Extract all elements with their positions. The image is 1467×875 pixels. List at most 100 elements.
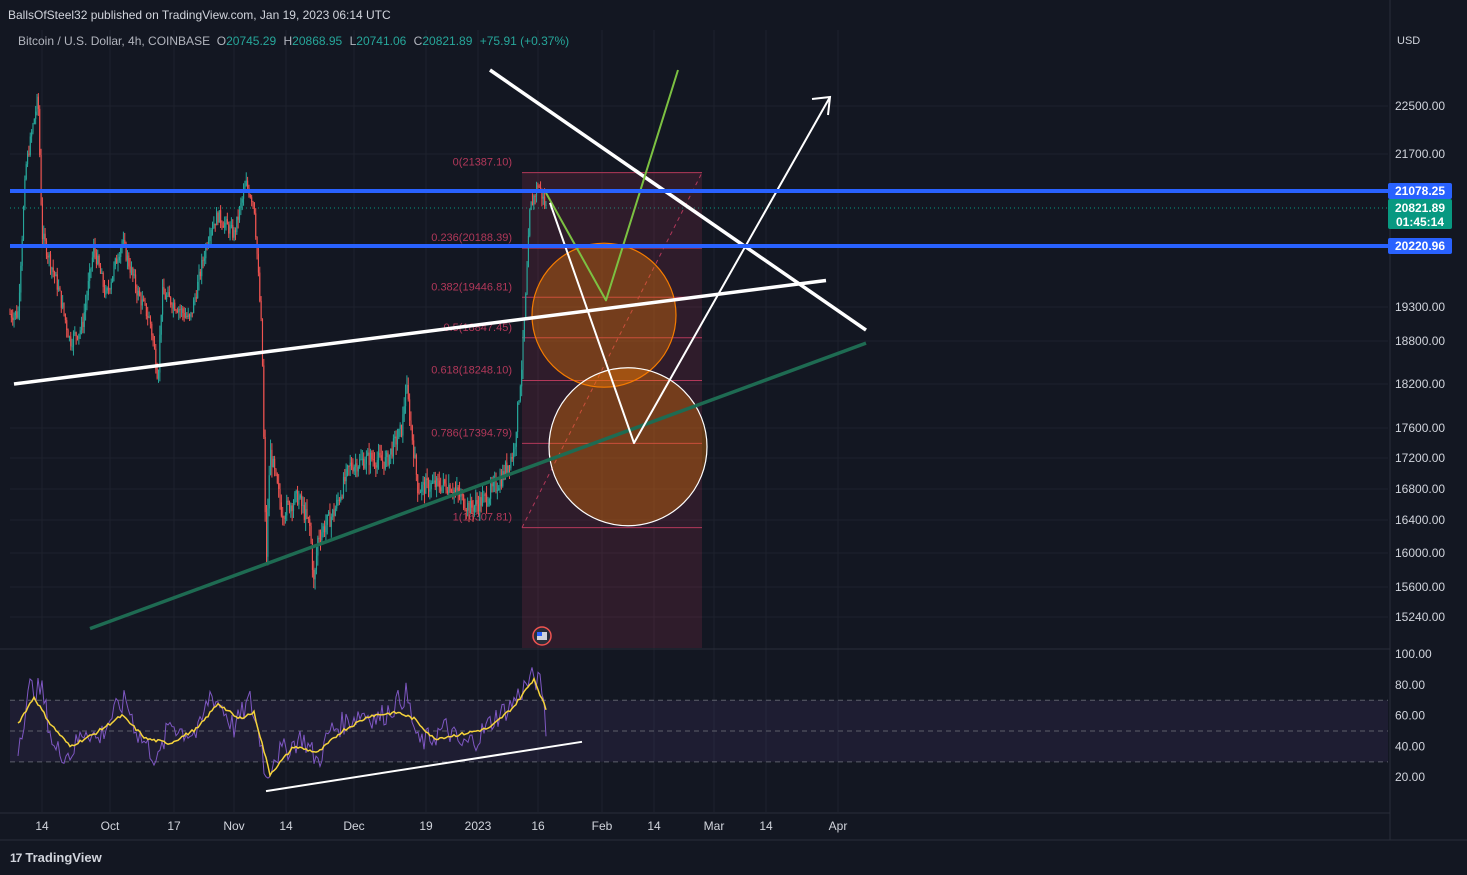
candle — [469, 500, 471, 514]
trendline-rising-support-white[interactable] — [13, 278, 827, 386]
candle — [293, 503, 295, 511]
trendline-projection-white[interactable] — [549, 96, 831, 444]
trendlines[interactable] — [13, 68, 867, 646]
candle — [16, 311, 18, 318]
candle — [409, 399, 411, 421]
symbol-name[interactable]: Bitcoin / U.S. Dollar, 4h, COINBASE — [18, 34, 211, 48]
target-zones[interactable] — [531, 242, 708, 527]
candle — [213, 223, 215, 229]
candle — [136, 288, 138, 296]
candle — [503, 471, 505, 477]
candle — [498, 488, 500, 491]
candle — [21, 239, 23, 266]
candle — [365, 455, 367, 465]
candle — [81, 321, 83, 331]
horizontal-levels[interactable] — [10, 189, 1388, 248]
candle — [197, 281, 199, 299]
candle — [175, 310, 177, 312]
candle — [45, 241, 48, 256]
candle — [509, 465, 511, 469]
candle — [521, 369, 523, 387]
candle — [288, 501, 291, 512]
candle — [209, 236, 211, 241]
trendline-upper-descending[interactable] — [489, 68, 867, 332]
publisher-line: BallsOfSteel32 published on TradingView.… — [8, 8, 391, 22]
candle — [282, 515, 284, 518]
candle — [143, 299, 145, 301]
candle — [274, 458, 276, 470]
rsi-tick: 100.00 — [1395, 647, 1432, 661]
candle — [441, 485, 443, 492]
candle — [10, 313, 12, 318]
candle — [20, 265, 22, 293]
symbol-legend: Bitcoin / U.S. Dollar, 4h, COINBASE O207… — [18, 34, 573, 48]
last-price-badge: 20821.89 — [1395, 201, 1445, 215]
candle — [511, 457, 513, 459]
candle — [396, 438, 399, 445]
candle — [116, 258, 118, 264]
candle — [325, 524, 327, 533]
candle — [237, 216, 239, 220]
candle — [28, 153, 30, 155]
candle — [414, 455, 416, 458]
trendline-rising-support-green[interactable] — [89, 341, 867, 631]
candle — [353, 466, 355, 472]
candle — [468, 502, 470, 514]
orange-target-zone[interactable] — [531, 242, 677, 388]
candle — [310, 525, 312, 543]
candle — [472, 507, 474, 512]
candle — [124, 240, 126, 244]
white-target-zone[interactable] — [548, 367, 708, 527]
candle — [97, 255, 99, 264]
candle — [102, 272, 104, 287]
open-label: O — [216, 34, 227, 48]
fib-label-1: 0.236(20188.39) — [431, 232, 512, 244]
candle — [201, 260, 203, 277]
candle — [40, 155, 42, 205]
candle — [109, 289, 111, 291]
candle — [437, 478, 439, 481]
candle — [500, 478, 502, 487]
fib-label-6: 1(16307.81) — [453, 512, 512, 524]
candle — [75, 332, 77, 337]
candle — [496, 490, 498, 492]
candle — [413, 440, 415, 458]
grid — [0, 0, 1467, 841]
candle — [436, 478, 438, 488]
candle — [179, 309, 181, 311]
candle — [442, 479, 444, 486]
trendline-projection-green[interactable] — [545, 69, 679, 302]
candle — [372, 459, 374, 461]
candle — [101, 272, 103, 274]
candle — [460, 494, 462, 497]
candle — [465, 510, 467, 512]
candle — [251, 197, 253, 202]
fibonacci-retracement[interactable]: 0(21387.10) 0.236(20188.39) 0.382(19446.81… — [431, 157, 703, 648]
rsi-divergence-line[interactable] — [265, 740, 583, 793]
candle — [27, 153, 29, 165]
high-value: 20868.95 — [292, 34, 343, 48]
rsi-tick: 80.00 — [1395, 678, 1425, 692]
candle — [23, 208, 25, 240]
rsi-tick: 60.00 — [1395, 709, 1425, 723]
candle — [66, 320, 68, 331]
candle — [79, 330, 81, 334]
tradingview-brand[interactable]: 17 TradingView — [10, 850, 102, 865]
candle — [68, 336, 70, 338]
candle — [9, 313, 11, 315]
candle — [305, 509, 307, 520]
candle — [56, 274, 58, 290]
candle — [410, 420, 412, 426]
candle — [480, 497, 482, 506]
candle — [31, 132, 33, 137]
time-tick: 14 — [35, 819, 49, 833]
candle — [85, 303, 87, 313]
candle — [87, 280, 89, 296]
candle — [152, 335, 154, 341]
candle — [395, 436, 397, 445]
candle — [504, 462, 507, 477]
candle — [118, 256, 120, 261]
time-tick: 17 — [167, 819, 181, 833]
candle — [415, 455, 417, 475]
